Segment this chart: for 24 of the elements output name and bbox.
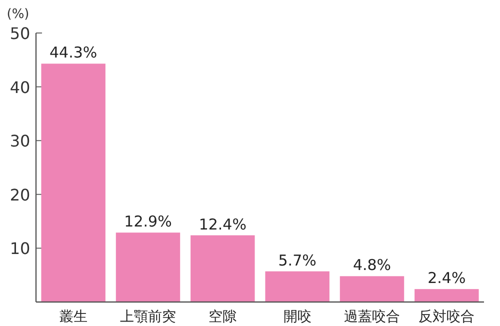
y-tick-label: 50 [10,24,30,43]
x-tick-label: 空隙 [208,309,237,325]
bar [340,276,404,302]
bar [265,271,330,302]
y-tick-label: 20 [10,185,30,204]
bar [41,64,106,302]
x-tick-label: 叢生 [59,309,88,325]
data-label: 4.8% [352,256,392,274]
y-tick-label: 30 [10,132,30,151]
x-tick-label: 過蓋咬合 [344,309,400,325]
bar [190,235,255,302]
data-label: 5.7% [278,251,316,270]
bar [116,232,180,302]
data-label: 2.4% [428,269,466,288]
data-label: 12.9% [124,212,172,231]
y-tick-label: 40 [10,78,30,97]
bar [414,289,479,302]
x-tick-label: 反対咬合 [418,309,475,325]
y-axis-title: (%) [6,7,30,22]
x-tick-label: 上顎前突 [120,309,176,325]
data-label: 12.4% [198,215,246,234]
x-tick-label: 開咬 [283,309,312,325]
data-label: 44.3% [50,44,98,62]
y-tick-label: 10 [10,239,30,258]
